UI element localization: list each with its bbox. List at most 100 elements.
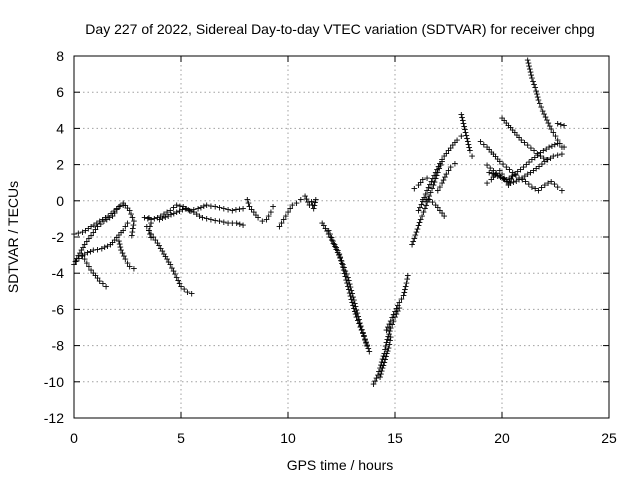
- data-point: +: [162, 210, 169, 223]
- series-arc-6: ++++++++++++++++++++++++: [143, 220, 195, 300]
- data-point: +: [319, 217, 326, 230]
- data-point: +: [126, 260, 133, 273]
- data-point: +: [377, 370, 384, 383]
- data-point: +: [499, 112, 506, 125]
- series-arc-12: ++++++: [308, 193, 319, 215]
- y-tick-label: 8: [56, 48, 64, 64]
- data-point: +: [345, 283, 352, 296]
- data-point: +: [146, 211, 153, 224]
- data-point: +: [87, 245, 94, 258]
- data-point: +: [351, 302, 358, 315]
- data-point: +: [383, 350, 390, 363]
- data-point: +: [86, 260, 93, 273]
- data-point: +: [445, 144, 452, 157]
- data-point: +: [191, 206, 198, 219]
- data-point: +: [165, 209, 172, 222]
- data-point: +: [248, 203, 255, 216]
- data-point: +: [423, 199, 430, 212]
- data-point: +: [420, 195, 427, 208]
- data-point: +: [116, 229, 123, 242]
- data-point: +: [352, 308, 359, 321]
- data-point: +: [126, 204, 133, 217]
- data-point: +: [497, 155, 504, 168]
- data-point: +: [94, 217, 101, 230]
- data-point: +: [409, 238, 416, 251]
- data-point: +: [382, 353, 389, 366]
- data-point: +: [514, 165, 521, 178]
- series-arc-2: +++++++++++++++++++++++: [71, 198, 127, 271]
- data-point: +: [523, 158, 530, 171]
- data-point: +: [84, 246, 91, 259]
- data-point: +: [514, 128, 521, 141]
- data-point: +: [306, 198, 313, 211]
- data-point: +: [73, 255, 80, 268]
- x-tick-label: 15: [387, 430, 403, 446]
- data-point: +: [434, 163, 441, 176]
- data-point: +: [532, 151, 539, 164]
- data-point: +: [342, 264, 349, 277]
- data-point: +: [345, 271, 352, 284]
- data-point: +: [432, 172, 439, 185]
- data-point: +: [537, 146, 544, 159]
- data-point: +: [411, 182, 418, 195]
- data-point: +: [458, 108, 465, 121]
- data-point: +: [171, 207, 178, 220]
- data-point: +: [551, 138, 558, 151]
- data-point: +: [524, 139, 531, 152]
- series-arc-30: +++: [554, 117, 567, 132]
- data-point: +: [79, 249, 86, 262]
- data-point: +: [500, 172, 507, 185]
- data-point: +: [78, 244, 85, 257]
- data-point: +: [425, 193, 432, 206]
- data-point: +: [90, 226, 97, 239]
- x-tick-label: 25: [601, 430, 617, 446]
- data-point: +: [546, 119, 553, 132]
- data-point: +: [484, 141, 491, 154]
- data-point: +: [417, 213, 424, 226]
- data-point: +: [463, 129, 470, 142]
- data-point: +: [118, 244, 125, 257]
- y-tick-label: -10: [44, 374, 64, 390]
- data-point: +: [537, 150, 544, 163]
- data-point: +: [347, 281, 354, 294]
- y-tick-label: -4: [52, 265, 65, 281]
- data-point: +: [76, 252, 83, 265]
- data-point: +: [461, 120, 468, 133]
- x-tick-label: 10: [280, 430, 296, 446]
- data-point: +: [176, 204, 183, 217]
- data-point: +: [550, 126, 557, 139]
- data-point: +: [328, 231, 335, 244]
- data-point: +: [384, 344, 391, 357]
- data-point: +: [527, 166, 534, 179]
- data-point: +: [354, 307, 361, 320]
- data-point: +: [554, 137, 561, 150]
- series-arc-5: ++++++++++: [116, 235, 138, 275]
- data-point: +: [424, 184, 431, 197]
- data-point: +: [220, 216, 227, 229]
- data-point: +: [364, 340, 371, 353]
- data-point: +: [387, 324, 394, 337]
- data-point: +: [412, 229, 419, 242]
- data-point: +: [413, 226, 420, 239]
- data-point: +: [360, 326, 367, 339]
- data-point: +: [502, 173, 509, 186]
- data-point: +: [340, 264, 347, 277]
- data-point: +: [548, 122, 555, 135]
- data-point: +: [395, 299, 402, 312]
- data-point: +: [212, 214, 219, 227]
- data-point: +: [532, 182, 539, 195]
- data-point: +: [120, 197, 127, 210]
- data-point: +: [443, 168, 450, 181]
- data-point: +: [513, 174, 520, 187]
- data-point: +: [94, 272, 101, 285]
- data-point: +: [229, 217, 236, 230]
- data-point: +: [516, 171, 523, 184]
- data-point: +: [216, 215, 223, 228]
- data-point: +: [170, 264, 177, 277]
- data-point: +: [556, 137, 563, 150]
- data-point: +: [512, 126, 519, 139]
- data-point: +: [141, 211, 148, 224]
- data-point: +: [512, 168, 519, 181]
- data-point: +: [350, 299, 357, 312]
- data-point: +: [172, 268, 179, 281]
